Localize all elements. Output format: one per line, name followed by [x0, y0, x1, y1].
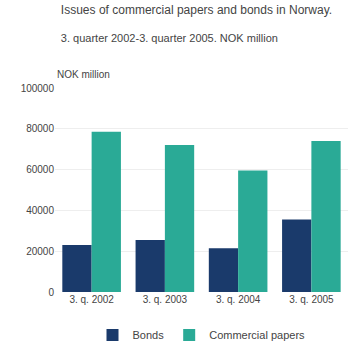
svg-text:40000: 40000 [26, 205, 54, 216]
svg-text:Issues of commercial papers an: Issues of commercial papers and bonds in… [61, 3, 332, 17]
svg-text:Commercial papers: Commercial papers [209, 329, 305, 341]
svg-text:20000: 20000 [26, 246, 54, 257]
svg-text:Bonds: Bonds [133, 329, 165, 341]
svg-text:0: 0 [48, 287, 54, 298]
svg-text:100000: 100000 [21, 83, 55, 94]
svg-text:3. q. 2005: 3. q. 2005 [289, 294, 334, 305]
svg-text:3. q. 2002: 3. q. 2002 [69, 294, 114, 305]
svg-text:3. q. 2003: 3. q. 2003 [143, 294, 188, 305]
svg-text:3. quarter 2002-3. quarter 200: 3. quarter 2002-3. quarter 2005. NOK mil… [61, 32, 278, 44]
svg-text:80000: 80000 [26, 123, 54, 134]
svg-text:60000: 60000 [26, 164, 54, 175]
svg-text:3. q. 2004: 3. q. 2004 [216, 294, 261, 305]
svg-text:NOK million: NOK million [57, 69, 110, 80]
